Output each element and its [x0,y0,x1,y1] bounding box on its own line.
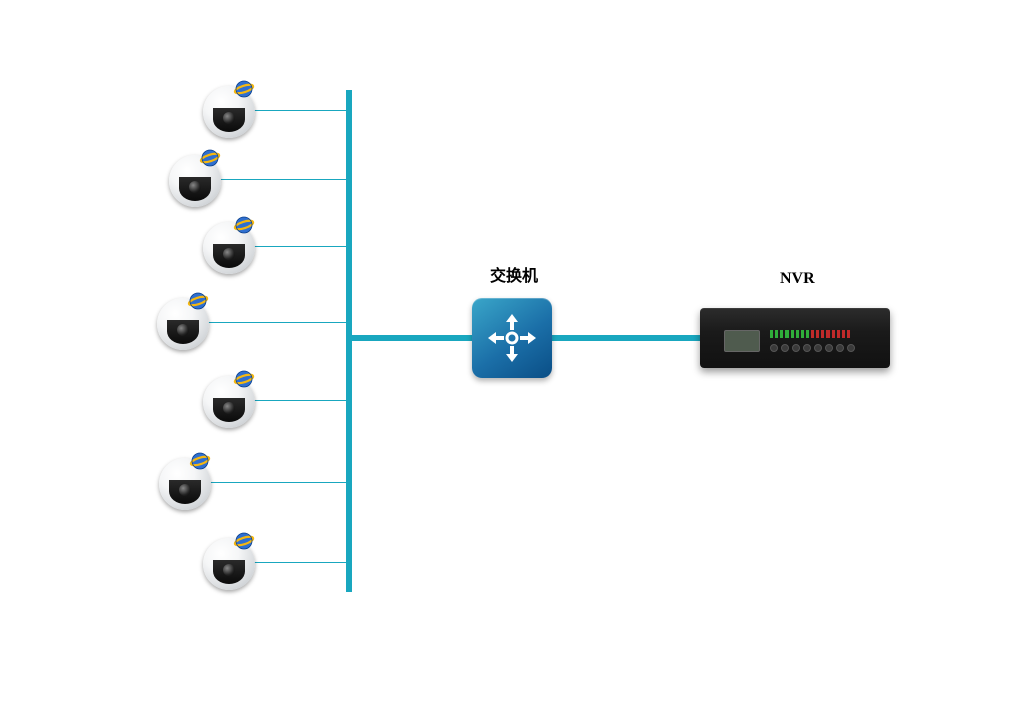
nvr-led [770,330,773,338]
link-trunk-switch [352,335,472,341]
nvr-device [700,308,890,368]
ie-icon [233,368,255,390]
nvr-port [847,344,855,352]
switch-arrows-icon [484,310,540,366]
camera-lead [252,110,346,111]
trunk-line [346,90,352,592]
camera-lens [223,248,235,260]
network-diagram: 交换机 NVR [0,0,1024,708]
nvr-led [811,330,814,338]
nvr-ports [770,344,855,352]
camera-lens [179,484,191,496]
ie-icon [199,147,221,169]
nvr-led [806,330,809,338]
ie-icon [187,290,209,312]
camera-lead [218,179,346,180]
camera-lead [252,400,346,401]
nvr-led [832,330,835,338]
camera-lens [223,112,235,124]
ie-icon [233,78,255,100]
ip-camera [153,290,213,350]
camera-lead [208,482,346,483]
camera-lens [177,324,189,336]
ip-camera [199,78,259,138]
nvr-led [780,330,783,338]
nvr-led [791,330,794,338]
camera-lead [206,322,346,323]
nvr-port [781,344,789,352]
nvr-led [796,330,799,338]
link-switch-nvr [552,335,700,341]
nvr-label: NVR [780,270,815,288]
nvr-led [826,330,829,338]
network-switch [472,298,552,378]
nvr-port [770,344,778,352]
nvr-port [814,344,822,352]
camera-lead [252,562,346,563]
camera-lead [252,246,346,247]
nvr-leds [770,330,850,338]
nvr-port [803,344,811,352]
nvr-led [842,330,845,338]
nvr-port [825,344,833,352]
nvr-led [785,330,788,338]
ip-camera [199,530,259,590]
ie-icon [233,530,255,552]
nvr-port [792,344,800,352]
nvr-led [847,330,850,338]
ip-camera [155,450,215,510]
camera-lens [189,181,201,193]
ip-camera [165,147,225,207]
ip-camera [199,214,259,274]
nvr-led [801,330,804,338]
ip-camera [199,368,259,428]
switch-label: 交换机 [490,262,538,286]
nvr-led [775,330,778,338]
nvr-led [816,330,819,338]
nvr-led [821,330,824,338]
camera-lens [223,564,235,576]
ie-icon [233,214,255,236]
camera-lens [223,402,235,414]
nvr-led [837,330,840,338]
nvr-port [836,344,844,352]
nvr-screen [724,330,760,352]
ie-icon [189,450,211,472]
